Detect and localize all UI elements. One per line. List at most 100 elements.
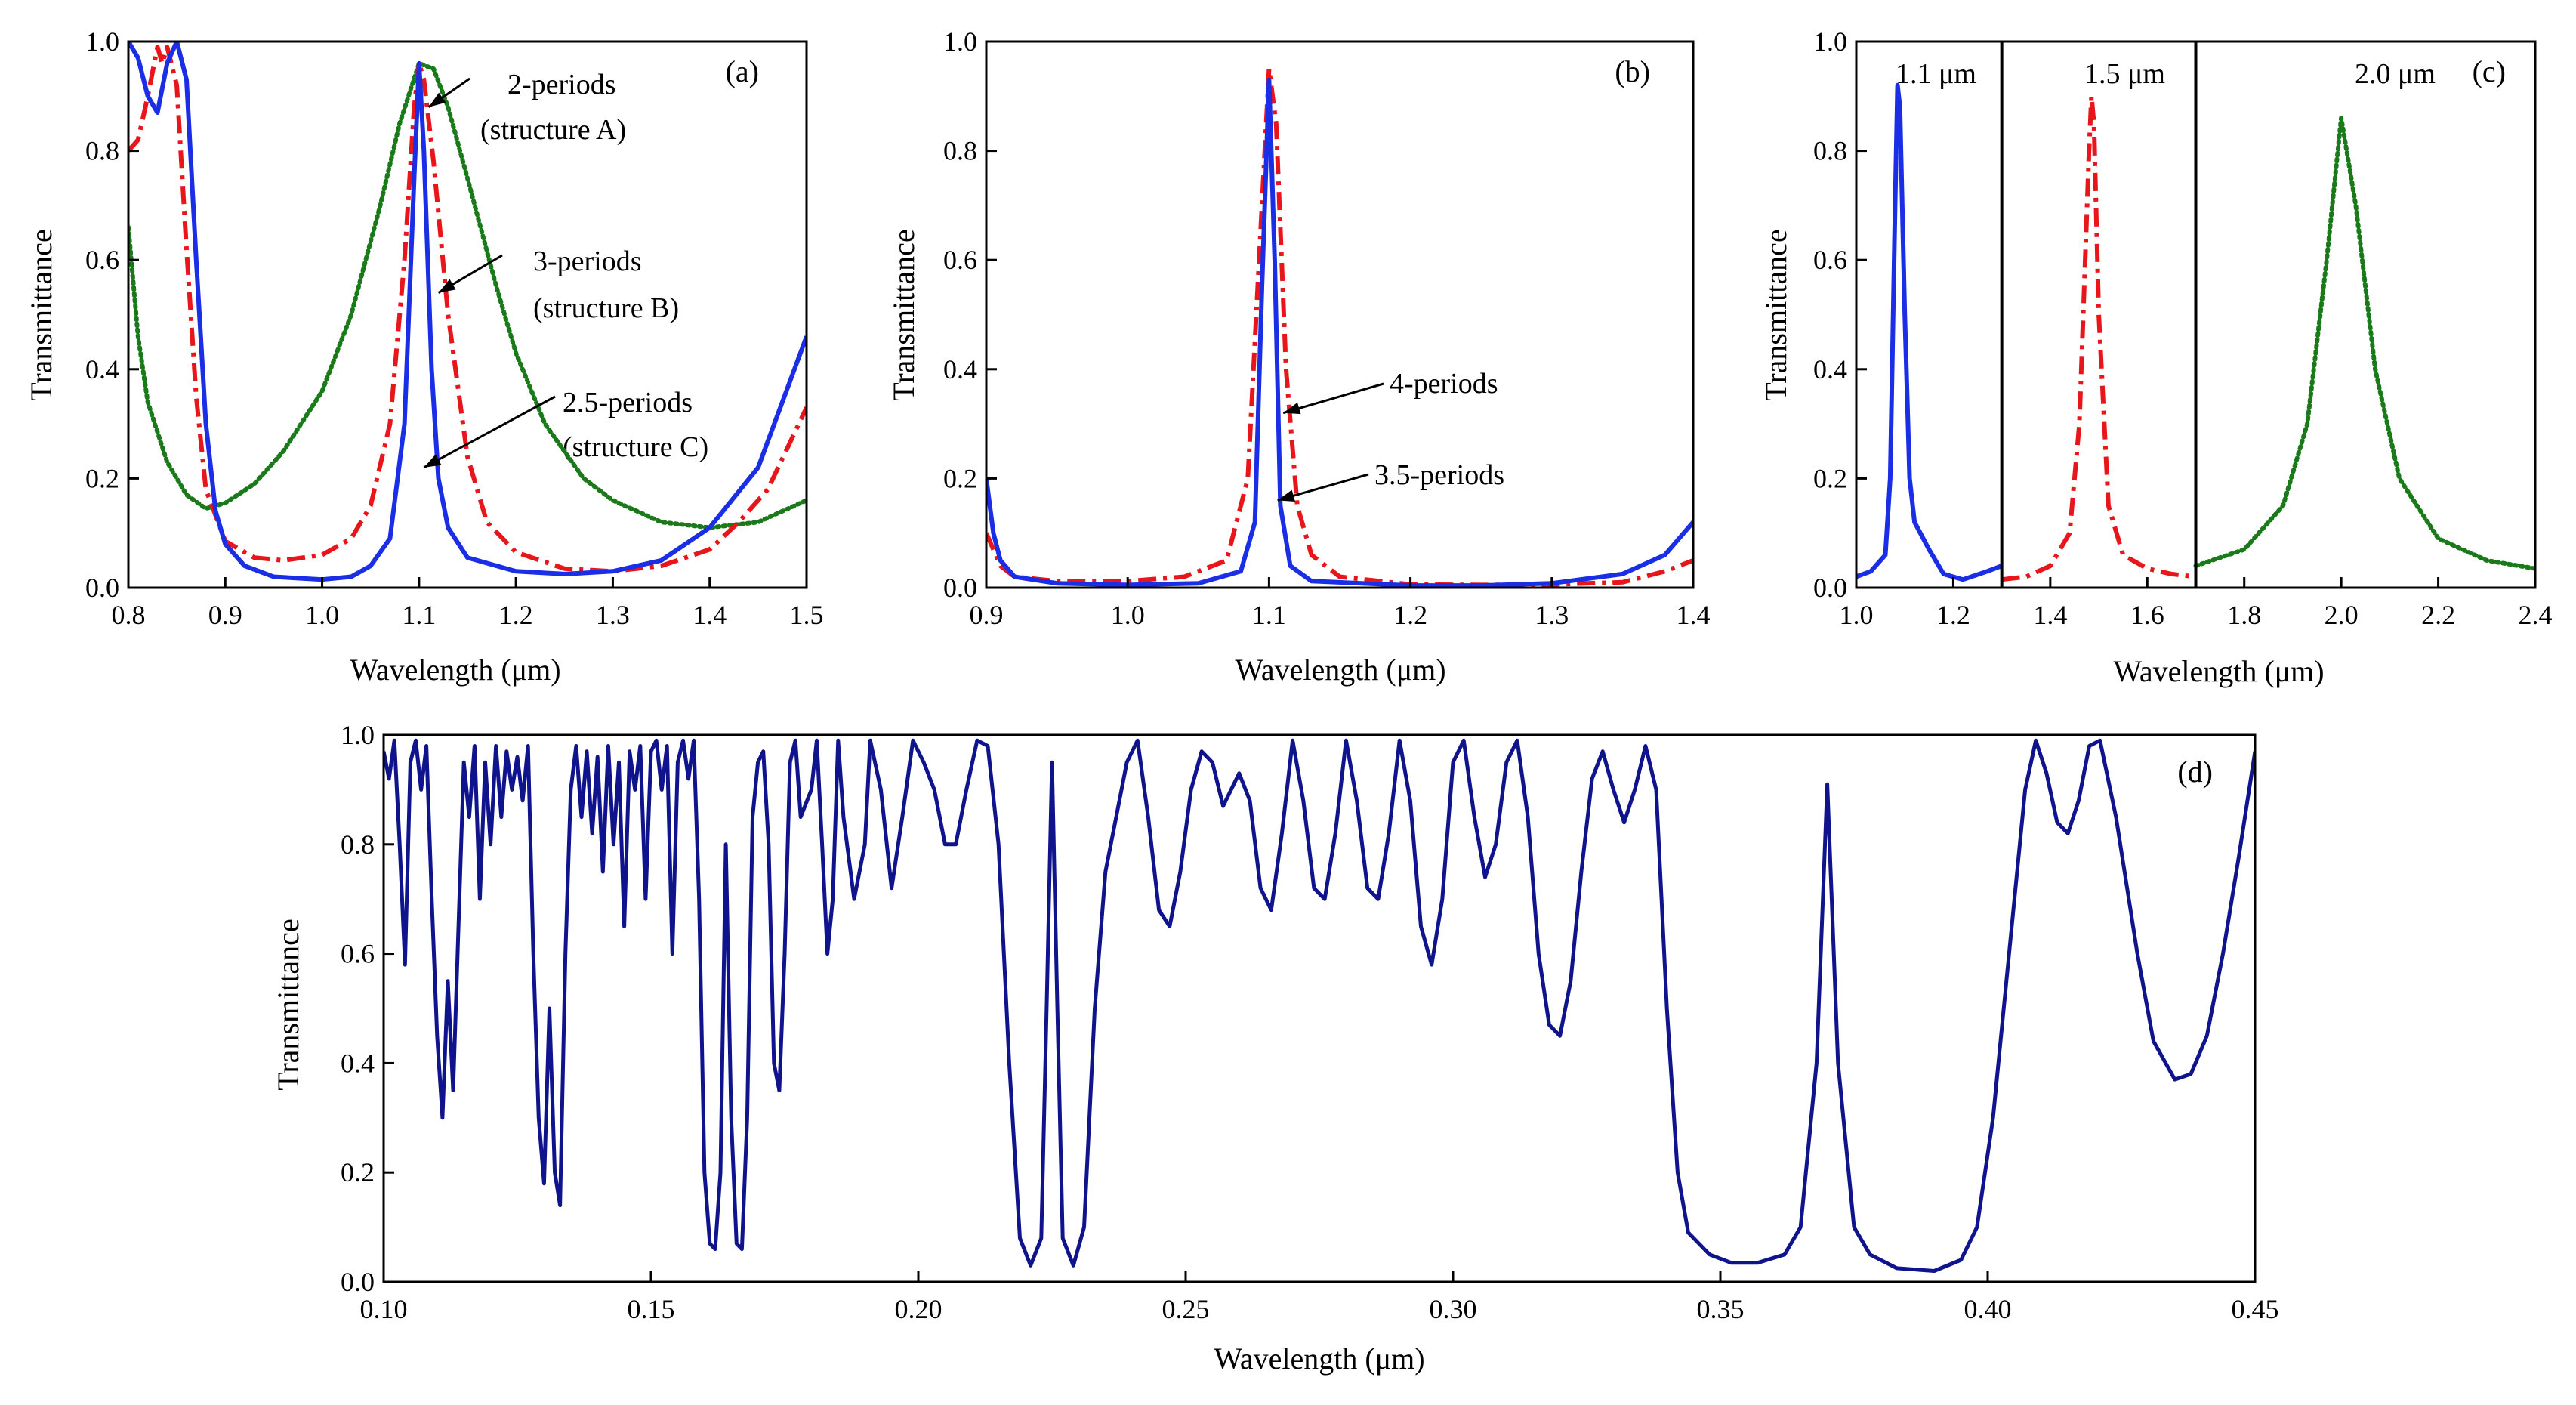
annotation-arrow-b-1 [1282, 382, 1384, 415]
y-tick-label-a: 0.4 [85, 354, 119, 384]
y-tick-label-a: 1.0 [85, 26, 119, 57]
x-tick-label-b: 0.9 [970, 600, 1004, 630]
annotation-a-1-line1: 2-periods [507, 69, 616, 100]
x-tick-label-a: 1.2 [499, 600, 533, 630]
plot-frame-d [382, 733, 2257, 1283]
y-tick-label-c: 0.8 [1813, 136, 1847, 166]
band-label-2: 1.5 μm [2084, 58, 2165, 90]
y-tick-label-c: 0.4 [1813, 354, 1847, 384]
y-tick-label-a: 0.0 [85, 573, 119, 603]
panel-d: (d) Wavelength (μm) Transmittance 0.10 0.… [271, 720, 2279, 1376]
x-tick-label-d: 0.20 [895, 1294, 942, 1324]
x-tick-label-a: 1.0 [305, 600, 339, 630]
panel-c: (c) Wavelength (μm) Transmittance 1.1 μm… [1759, 26, 2553, 688]
ylabel-a: Transmittance [24, 229, 58, 400]
series-group-d [384, 738, 2255, 1273]
y-tick-label-c: 0.0 [1813, 573, 1847, 603]
x-tick-label-c: 1.6 [2130, 600, 2164, 630]
panel-label-d: (d) [2177, 755, 2213, 789]
ylabel-b: Transmittance [887, 229, 921, 400]
x-tick-label-a: 1.5 [790, 600, 824, 630]
xlabel-b: Wavelength (μm) [1235, 653, 1445, 687]
y-tick-label-b: 0.4 [943, 354, 977, 384]
series-group-a [128, 42, 807, 582]
x-tick-label-d: 0.10 [360, 1294, 408, 1324]
annotation-b-1: 4-periods [1390, 368, 1498, 400]
x-tick-label-a: 1.4 [693, 600, 727, 630]
annotation-arrow-a-3 [423, 395, 556, 469]
annotation-a-3-line2: (structure C) [563, 431, 708, 463]
panel-label-c: (c) [2473, 54, 2506, 88]
plot-frame-c [1855, 40, 2537, 589]
x-tick-label-c: 2.0 [2325, 600, 2359, 630]
y-tick-label-d: 0.0 [341, 1267, 375, 1297]
series-line-c-1 [1856, 82, 2003, 582]
annotation-b-2: 3.5-periods [1374, 459, 1504, 491]
annotation-arrowhead-b-1 [1283, 402, 1301, 415]
y-tick-label-b: 0.8 [943, 136, 977, 166]
series-line-a-3 [128, 42, 807, 582]
ylabel-c: Transmittance [1759, 229, 1793, 400]
series-group-c [1856, 82, 2535, 582]
y-tick-label-c: 1.0 [1813, 26, 1847, 57]
y-tick-label-a: 0.2 [85, 463, 119, 493]
x-tick-label-d: 0.35 [1697, 1294, 1745, 1324]
x-tick-label-c: 1.8 [2227, 600, 2261, 630]
x-tick-label-d: 0.15 [628, 1294, 675, 1324]
band-label-1: 1.1 μm [1896, 58, 1976, 90]
annotation-arrowhead-a-3 [424, 454, 442, 468]
x-tick-label-c: 1.4 [2033, 600, 2067, 630]
y-tick-label-c: 0.2 [1813, 463, 1847, 493]
x-tick-label-b: 1.2 [1393, 600, 1427, 630]
y-tick-label-d: 0.8 [341, 829, 375, 860]
panel-label-a: (a) [726, 54, 759, 88]
series-line-a-2 [128, 45, 807, 574]
x-tick-label-a: 1.3 [596, 600, 630, 630]
xlabel-c: Wavelength (μm) [2113, 654, 2324, 688]
annotation-a-2-line1: 3-periods [533, 245, 642, 277]
ylabel-d: Transmittance [271, 919, 305, 1090]
x-tick-label-a: 1.1 [402, 600, 436, 630]
annotation-arrowhead-b-2 [1277, 489, 1295, 502]
xlabel-a: Wavelength (μm) [350, 653, 560, 687]
x-tick-label-a: 0.9 [208, 600, 242, 630]
y-tick-label-a: 0.6 [85, 245, 119, 275]
x-tick-label-d: 0.40 [1964, 1294, 2012, 1324]
panel-b: (b) Wavelength (μm) Transmittance 4-peri… [887, 26, 1711, 687]
x-tick-label-c: 1.0 [1840, 600, 1874, 630]
annotation-arrowhead-a-2 [438, 279, 456, 293]
x-tick-label-d: 0.25 [1162, 1294, 1210, 1324]
x-tick-label-b: 1.3 [1535, 600, 1569, 630]
x-tick-label-b: 1.4 [1677, 600, 1711, 630]
x-tick-label-b: 1.1 [1252, 600, 1286, 630]
plot-frame-a [127, 40, 808, 589]
x-tick-label-c: 2.4 [2519, 600, 2553, 630]
series-line-d-1 [384, 738, 2255, 1273]
annotation-a-2-line2: (structure B) [533, 292, 679, 324]
series-line-c-3 [2193, 116, 2535, 571]
x-tick-label-c: 2.2 [2421, 600, 2455, 630]
y-tick-label-a: 0.8 [85, 136, 119, 166]
series-line-b-2 [986, 77, 1693, 588]
plot-frame-b [985, 40, 1695, 589]
x-tick-label-d: 0.30 [1430, 1294, 1477, 1324]
xlabel-d: Wavelength (μm) [1214, 1342, 1424, 1376]
annotation-arrowhead-a-1 [428, 92, 446, 107]
series-line-a-1 [128, 60, 807, 530]
series-line-b-1 [986, 66, 1693, 588]
panel-label-b: (b) [1615, 54, 1650, 88]
series-line-c-2 [2001, 94, 2196, 582]
x-tick-label-d: 0.45 [2232, 1294, 2279, 1324]
y-tick-label-b: 0.6 [943, 245, 977, 275]
y-tick-label-d: 0.4 [341, 1048, 375, 1078]
x-tick-label-c: 1.2 [1936, 600, 1970, 630]
y-tick-label-d: 0.2 [341, 1157, 375, 1187]
y-tick-label-b: 0.2 [943, 463, 977, 493]
panel-a: (a) Wavelength (μm) Transmittance 2-peri… [24, 26, 824, 687]
band-label-3: 2.0 μm [2355, 58, 2436, 90]
y-tick-label-b: 0.0 [943, 573, 977, 603]
annotation-a-1-line2: (structure A) [480, 114, 626, 146]
y-tick-label-c: 0.6 [1813, 245, 1847, 275]
y-tick-label-d: 1.0 [341, 720, 375, 750]
